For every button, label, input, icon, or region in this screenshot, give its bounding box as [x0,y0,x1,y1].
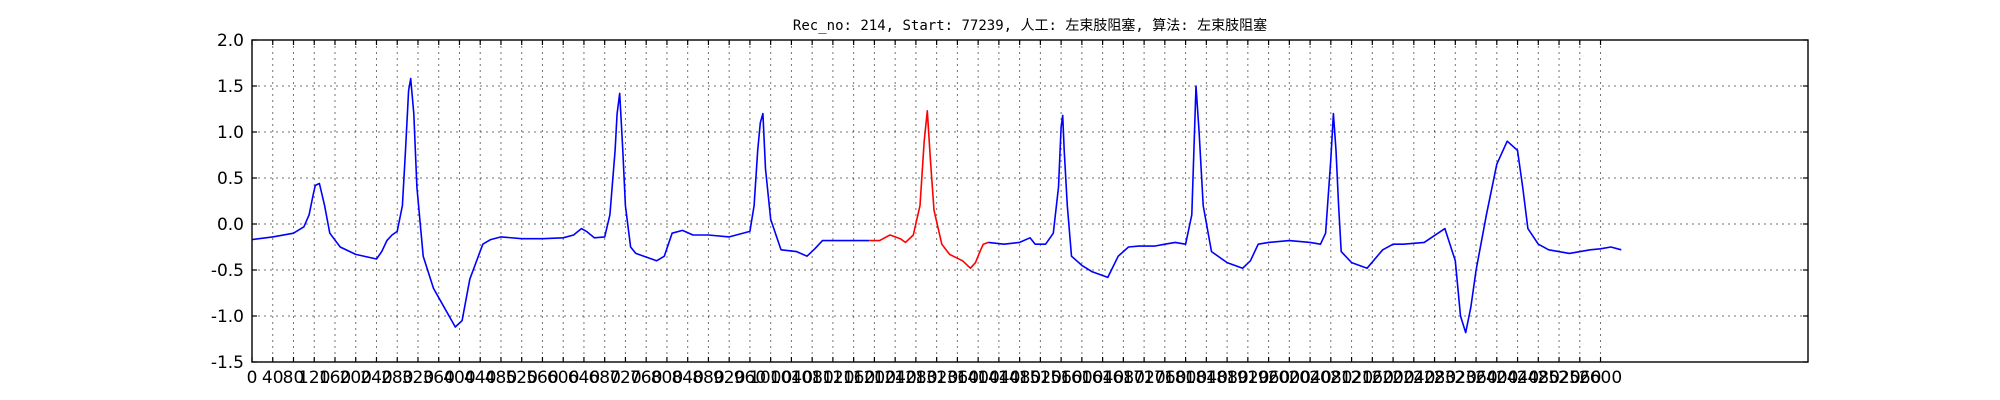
x-tick-label: 1560 [1039,368,1082,388]
y-tick-label: -0.5 [211,261,244,281]
x-tick-label: 960 [734,368,766,388]
x-tick-label: 2400 [1475,368,1518,388]
x-tick-label: 520 [505,368,537,388]
x-tick-label: 2040 [1288,368,1331,388]
x-tick-label: 320 [402,368,434,388]
x-tick-label: 1480 [998,368,1041,388]
x-tick-label: 600 [547,368,579,388]
x-tick-label: 200 [340,368,372,388]
y-tick-label: 1.0 [217,123,244,143]
y-tick-label: 0.0 [217,215,244,235]
x-tick-label: 800 [651,368,683,388]
x-tick-label: 440 [464,368,496,388]
x-tick-label: 2200 [1371,368,1414,388]
y-tick-label: 0.5 [217,169,244,189]
y-tick-label: -1.0 [211,307,244,327]
x-tick-label: 720 [609,368,641,388]
x-tick-label: 160 [319,368,351,388]
x-tick-label: 1840 [1185,368,1228,388]
x-tick-label: 920 [713,368,745,388]
x-tick-label: 280 [381,368,413,388]
x-tick-label: 880 [692,368,724,388]
x-tick-label: 2120 [1330,368,1373,388]
ecg-trace-segment-1 [251,77,870,328]
x-tick-label: 80 [283,368,305,388]
x-tick-label: 40 [262,368,284,388]
x-tick-label: 1800 [1164,368,1207,388]
x-tick-label: 2480 [1517,368,1560,388]
x-tick-label: 2560 [1558,368,1601,388]
x-tick-label: 1320 [915,368,958,388]
x-tick-label: 1240 [874,368,917,388]
x-tick-label: 480 [485,368,517,388]
x-tick-label: 1280 [894,368,937,388]
x-tick-label: 840 [671,368,703,388]
x-tick-label: 240 [360,368,392,388]
x-tick-label: 1880 [1205,368,1248,388]
x-tick-label: 2440 [1496,368,1539,388]
x-tick-label: 1120 [811,368,854,388]
y-tick-label: 1.5 [217,77,244,97]
x-axis-ticks: 0 40 8012016020024028032036040044048052056… [247,40,1622,388]
y-tick-label: -1.5 [211,353,244,373]
x-tick-label: 2520 [1537,368,1580,388]
x-tick-label: 1000 [749,368,792,388]
x-tick-label: 2320 [1434,368,1477,388]
x-tick-label: 1200 [853,368,896,388]
ecg-trace-segment-3 [988,85,1622,334]
x-tick-label: 1520 [1019,368,1062,388]
ecg-trace-segment-2 [869,110,989,270]
x-tick-label: 1040 [770,368,813,388]
x-tick-label: 1360 [936,368,979,388]
grid-layer [251,39,1808,363]
x-tick-label: 360 [422,368,454,388]
plot-frame [251,39,1809,363]
x-tick-label: 120 [298,368,330,388]
x-tick-label: 1400 [957,368,1000,388]
x-tick-label: 1600 [1060,368,1103,388]
x-tick-label: 1960 [1247,368,1290,388]
y-tick-label: 2.0 [217,31,244,51]
x-tick-label: 1160 [832,368,875,388]
x-tick-label: 400 [443,368,475,388]
x-tick-label: 1760 [1143,368,1186,388]
chart-title: Rec_no: 214, Start: 77239, 人工: 左束肢阻塞, 算法… [793,17,1267,34]
x-tick-label: 1440 [977,368,1020,388]
x-tick-label: 2360 [1454,368,1497,388]
x-tick-label: 560 [526,368,558,388]
x-tick-label: 2160 [1351,368,1394,388]
trace-layer [251,77,1622,334]
x-tick-label: 0 [247,368,258,388]
x-tick-label: 2280 [1413,368,1456,388]
x-tick-label: 2240 [1392,368,1435,388]
x-tick-label: 760 [630,368,662,388]
x-tick-label: 1640 [1081,368,1124,388]
x-tick-label: 1680 [1102,368,1145,388]
x-tick-label: 2000 [1268,368,1311,388]
x-tick-label: 1920 [1226,368,1269,388]
x-tick-label: 1080 [791,368,834,388]
x-tick-label: 1720 [1122,368,1165,388]
x-tick-label: 680 [588,368,620,388]
x-tick-label: 2080 [1309,368,1352,388]
x-tick-label: 2600 [1579,368,1622,388]
x-tick-label: 640 [568,368,600,388]
y-axis-ticks: -1.5 -1.0 -0.5 0.0 0.5 1.0 1.5 2.0 [211,31,1808,373]
